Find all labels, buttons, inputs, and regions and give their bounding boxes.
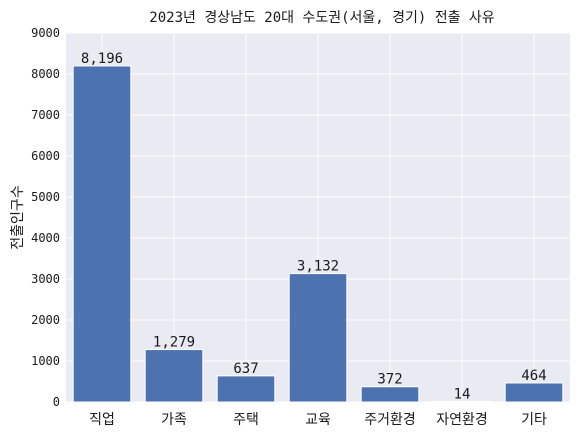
x-tick-label: 주거환경 xyxy=(364,412,416,428)
data-label: 372 xyxy=(377,372,402,388)
bar-주거환경 xyxy=(360,386,420,403)
y-tick-label: 1000 xyxy=(31,354,60,368)
x-tick-label: 교육 xyxy=(305,412,331,428)
data-label: 14 xyxy=(454,386,471,402)
bars xyxy=(72,65,564,403)
y-tick-label: 3000 xyxy=(31,272,60,286)
y-tick-label: 2000 xyxy=(31,313,60,327)
bar-교육 xyxy=(288,273,348,403)
x-tick-label: 직업 xyxy=(89,412,115,428)
bar-자연환경 xyxy=(432,400,492,403)
data-label: 464 xyxy=(521,368,546,384)
y-tick-label: 8000 xyxy=(31,67,60,81)
chart-title: 2023년 경상남도 20대 수도권(서울, 경기) 전출 사유 xyxy=(149,10,495,26)
bar-직업 xyxy=(72,65,132,403)
y-axis-label: 전출인구수 xyxy=(10,185,26,250)
y-tick-label: 9000 xyxy=(31,26,60,40)
data-label: 637 xyxy=(233,361,258,377)
x-tick-label: 자연환경 xyxy=(436,412,488,428)
y-axis-ticks: 0 1000 2000 3000 4000 5000 6000 7000 8000 9000 xyxy=(31,26,60,409)
y-tick-label: 4000 xyxy=(31,231,60,245)
y-tick-label: 6000 xyxy=(31,149,60,163)
data-label: 8,196 xyxy=(81,51,123,67)
data-label: 1,279 xyxy=(153,335,195,351)
data-labels: 8,196 1,279 637 3,132 372 14 464 xyxy=(81,51,547,402)
x-axis-ticks: 직업 가족 주택 교육 주거환경 자연환경 기타 xyxy=(89,412,547,428)
data-label: 3,132 xyxy=(297,259,339,275)
y-tick-label: 7000 xyxy=(31,108,60,122)
x-tick-label: 가족 xyxy=(161,412,187,428)
y-tick-label: 0 xyxy=(53,395,60,409)
bar-가족 xyxy=(144,349,204,403)
bar-기타 xyxy=(504,382,564,403)
bar-주택 xyxy=(216,375,276,403)
x-tick-label: 기타 xyxy=(521,412,547,428)
x-tick-label: 주택 xyxy=(233,412,259,428)
y-tick-label: 5000 xyxy=(31,190,60,204)
